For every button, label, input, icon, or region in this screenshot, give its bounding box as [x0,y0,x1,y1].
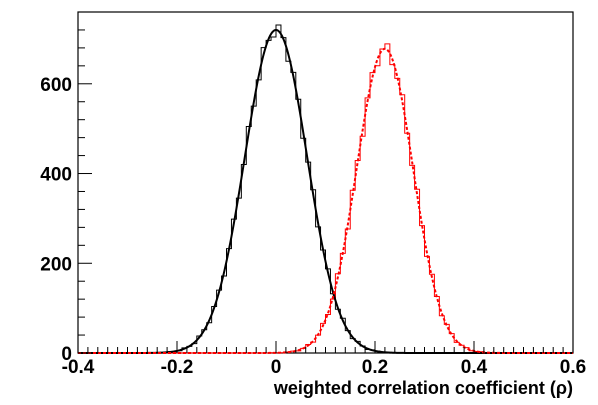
y-tick-label: 0 [61,344,72,365]
x-tick-label: -0.2 [161,357,194,378]
y-axis-ticks: 0 200 400 600 [40,29,92,365]
fit-layer [78,28,573,354]
y-tick-label: 400 [40,165,72,186]
x-tick-label: 0.6 [560,357,586,378]
x-tick-label: 0.2 [362,357,388,378]
fit-curve-series-1 [78,28,573,354]
x-tick-label: 0 [271,357,282,378]
x-axis-title: weighted correlation coefficient (ρ) [273,378,573,398]
histogram-series-1 [78,24,573,354]
plot-frame [77,11,574,354]
y-tick-label: 200 [40,254,72,275]
x-tick-label: 0.4 [461,357,488,378]
fit-curve-series-2 [78,47,573,354]
x-tick-label: -0.4 [62,357,95,378]
histogram-layer [78,24,573,354]
histogram-series-2 [78,43,573,354]
x-axis-ticks: -0.4 -0.2 0 0.2 0.4 0.6 [62,341,586,378]
y-tick-label: 600 [40,75,72,96]
